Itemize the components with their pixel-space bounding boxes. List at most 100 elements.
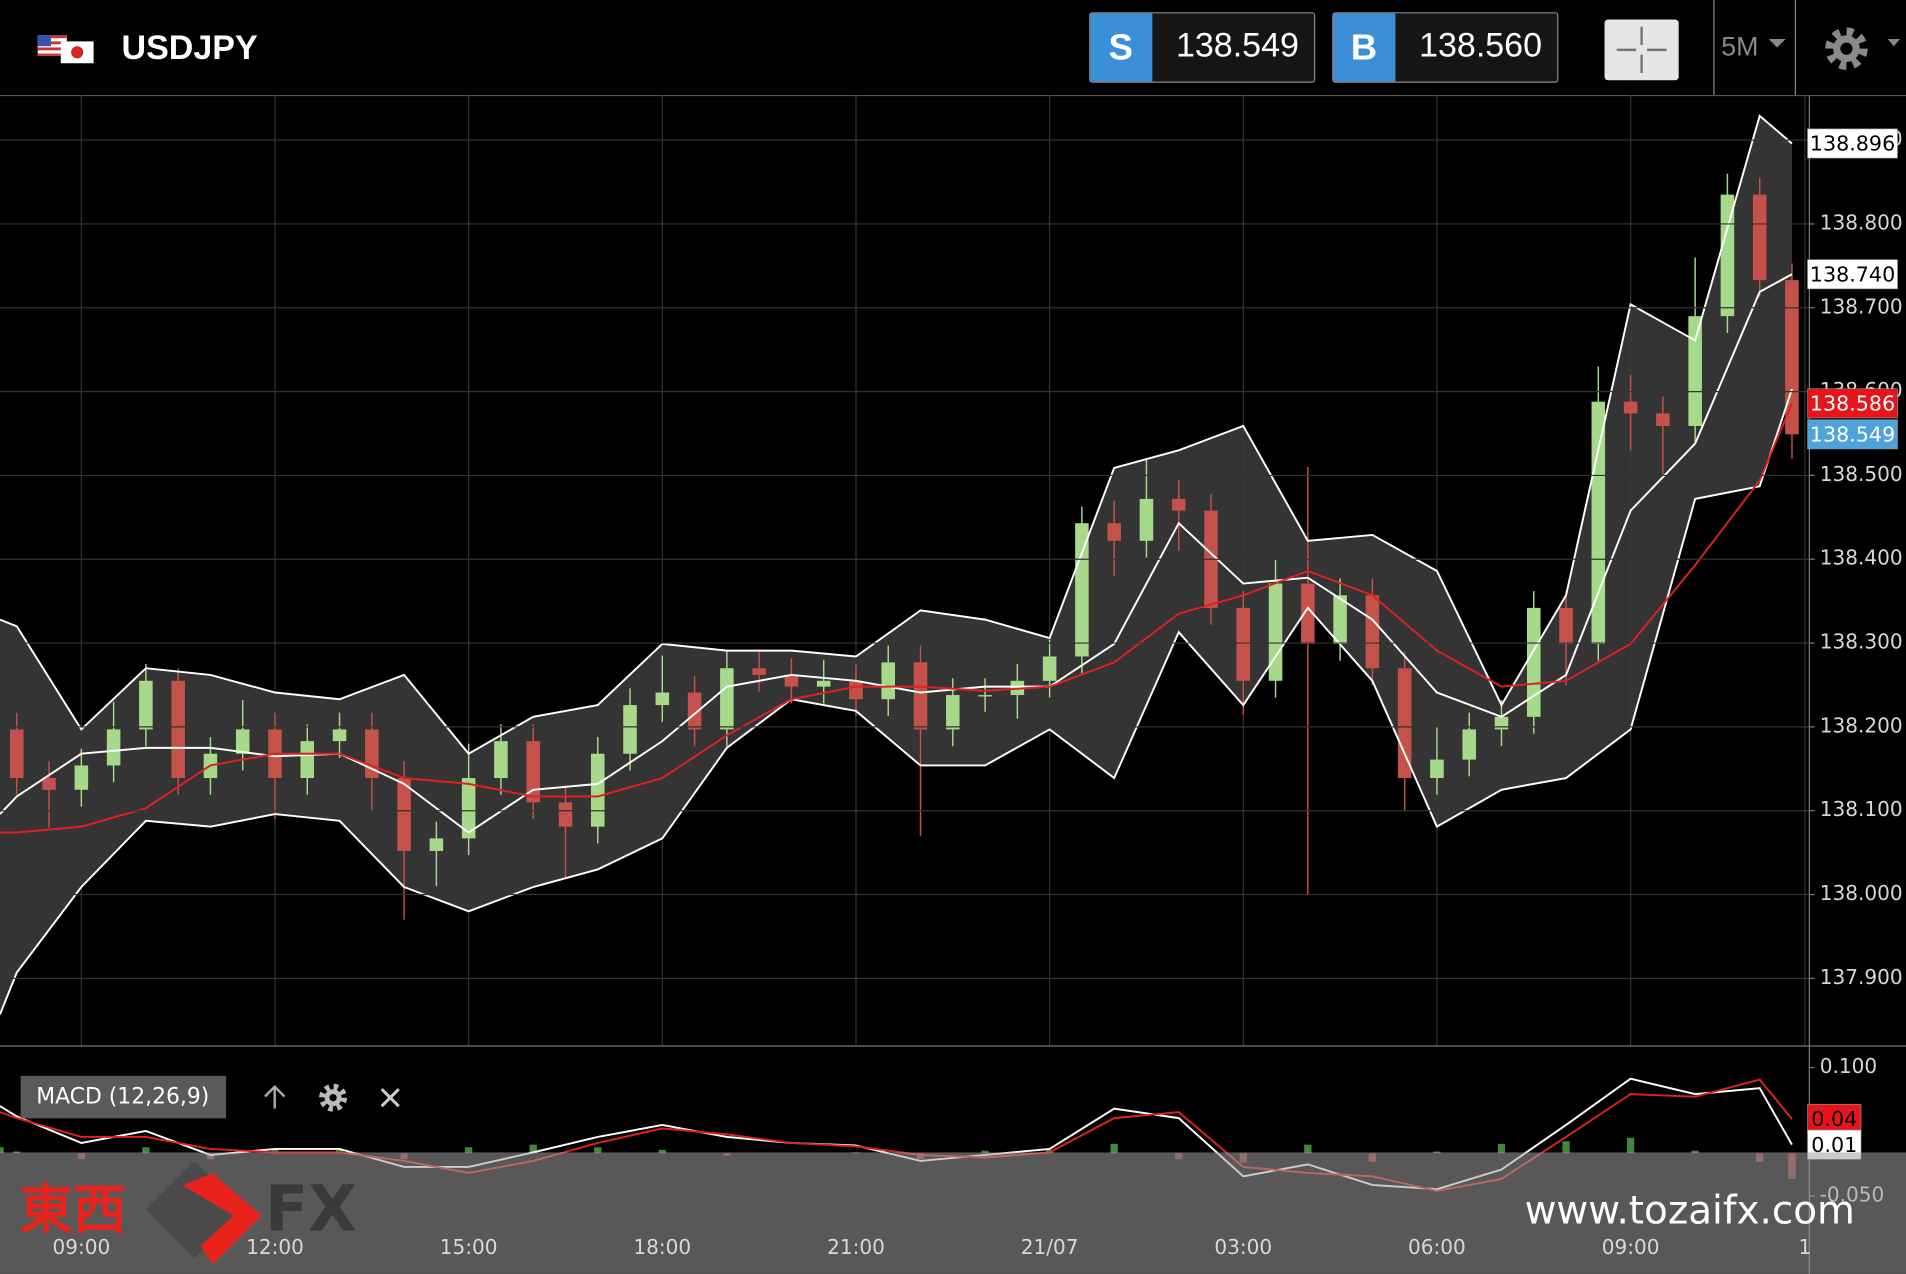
histogram-bar xyxy=(1110,1143,1118,1154)
move-up-button[interactable] xyxy=(264,1085,286,1109)
sell-button[interactable]: S 138.549 xyxy=(1089,12,1316,83)
macd-label-box[interactable] xyxy=(20,1075,227,1119)
histogram-bar xyxy=(1304,1144,1312,1154)
sell-label: S xyxy=(1109,27,1133,68)
histogram-bar xyxy=(1497,1143,1506,1154)
price-tag xyxy=(1807,259,1898,290)
bollinger-upper xyxy=(0,114,1793,755)
candle-body xyxy=(1720,194,1735,317)
price-tag xyxy=(1807,419,1898,450)
buy-price: 138.560 xyxy=(1419,26,1542,64)
histogram-bar xyxy=(13,1151,21,1154)
candle-body xyxy=(1623,401,1638,414)
x-tick-label: 06:00 xyxy=(1408,1235,1466,1259)
candle-body xyxy=(1042,656,1057,681)
brand-latin: FX xyxy=(265,1172,357,1246)
timeframe: 5M xyxy=(1721,32,1758,62)
candle-body xyxy=(1107,523,1121,541)
sell-price: 138.549 xyxy=(1176,26,1299,64)
candle-body xyxy=(881,662,896,700)
candle-body xyxy=(784,674,799,687)
candle-body xyxy=(526,741,540,803)
candle-body xyxy=(10,729,24,779)
buy-button[interactable]: B 138.560 xyxy=(1332,12,1559,83)
crosshair-button[interactable] xyxy=(1604,19,1679,81)
macd-close-button[interactable] xyxy=(380,1088,400,1108)
candle-body xyxy=(1236,607,1251,681)
candle-body xyxy=(1494,716,1509,730)
x-tick-label: 09:00 xyxy=(52,1235,110,1259)
x-tick-label: 21:00 xyxy=(827,1235,885,1259)
buy-label: B xyxy=(1351,27,1377,68)
y-tick-label: 137.900 xyxy=(1820,965,1903,989)
candle-body xyxy=(1656,413,1670,426)
brand-url: www.tozaifx.com xyxy=(1525,1189,1855,1234)
x-tick-label: 21/07 xyxy=(1021,1235,1079,1259)
candle-body xyxy=(1268,583,1283,681)
candle-body xyxy=(365,729,379,779)
price-tag-label: 138.740 xyxy=(1810,262,1895,286)
candle-body xyxy=(494,741,508,779)
candle-body xyxy=(1333,595,1347,644)
band-fill xyxy=(0,115,1792,1015)
candle-body xyxy=(397,778,411,851)
x-tick-label: 18:00 xyxy=(633,1235,691,1259)
candle-body xyxy=(429,838,444,851)
histogram-bar xyxy=(981,1150,989,1154)
candle-body xyxy=(913,662,928,730)
candle-body xyxy=(139,680,153,730)
candle-body xyxy=(1075,523,1089,657)
candle-body xyxy=(1301,583,1315,644)
settings-button[interactable] xyxy=(1825,27,1900,70)
histogram-bar xyxy=(1691,1150,1699,1154)
candle-body xyxy=(171,680,185,779)
y-tick-label: 138.700 xyxy=(1820,294,1903,318)
x-tick-label: 12:00 xyxy=(246,1235,304,1259)
y-tick-label: 138.400 xyxy=(1820,546,1903,570)
timeframe-button[interactable]: 5M xyxy=(1721,32,1786,62)
histogram-bar xyxy=(1433,1151,1441,1154)
price-tag-label: 138.549 xyxy=(1810,423,1895,447)
bollinger-lower xyxy=(0,388,1793,1015)
macd-settings-button[interactable] xyxy=(319,1083,348,1112)
histogram-bar xyxy=(465,1147,473,1154)
candle-body xyxy=(946,695,960,730)
header: USDJPY S 138.549 B 138.560 5M xyxy=(0,0,1906,95)
candle-body xyxy=(1139,498,1154,541)
histogram-bar xyxy=(1562,1141,1570,1154)
candle-body xyxy=(1688,316,1702,426)
symbol: USDJPY xyxy=(122,29,258,67)
candle-body xyxy=(300,741,315,779)
y-tick-label: 138.500 xyxy=(1820,462,1903,486)
candle-body xyxy=(1171,498,1186,511)
moving-average xyxy=(0,402,1793,834)
price-tag-label: 138.586 xyxy=(1810,392,1895,416)
price-tag xyxy=(1807,128,1898,159)
x-tick-label: 15:00 xyxy=(440,1235,498,1259)
candle-body xyxy=(558,802,573,827)
price-tag xyxy=(1807,1104,1862,1134)
candle-body xyxy=(720,668,734,730)
x-tick-label: 1 xyxy=(1798,1235,1811,1259)
price-tag-label: 0.04 xyxy=(1811,1107,1857,1131)
candle-body xyxy=(687,692,702,730)
candle-body xyxy=(1430,759,1444,779)
chart-layer: 137.900 138.000 138.100 138.200 138.300 138.4… xyxy=(0,94,1906,1274)
price-tag-label: 138.896 xyxy=(1810,132,1895,156)
candle-body xyxy=(42,778,56,790)
histogram-bar xyxy=(142,1147,150,1154)
watermark-band xyxy=(0,1152,1906,1274)
y-tick-label: 0.100 xyxy=(1820,1054,1877,1078)
histogram-bar xyxy=(1626,1137,1635,1154)
candle-body xyxy=(816,680,831,687)
y-tick-label: 138.100 xyxy=(1820,797,1903,821)
candle-body xyxy=(332,729,347,742)
candle-body xyxy=(655,692,670,706)
candle-body xyxy=(590,753,605,827)
candle-body xyxy=(461,778,476,839)
histogram-bar xyxy=(0,1147,4,1154)
y-tick-label: 138.000 xyxy=(1820,881,1903,905)
flag-icon xyxy=(37,35,94,64)
